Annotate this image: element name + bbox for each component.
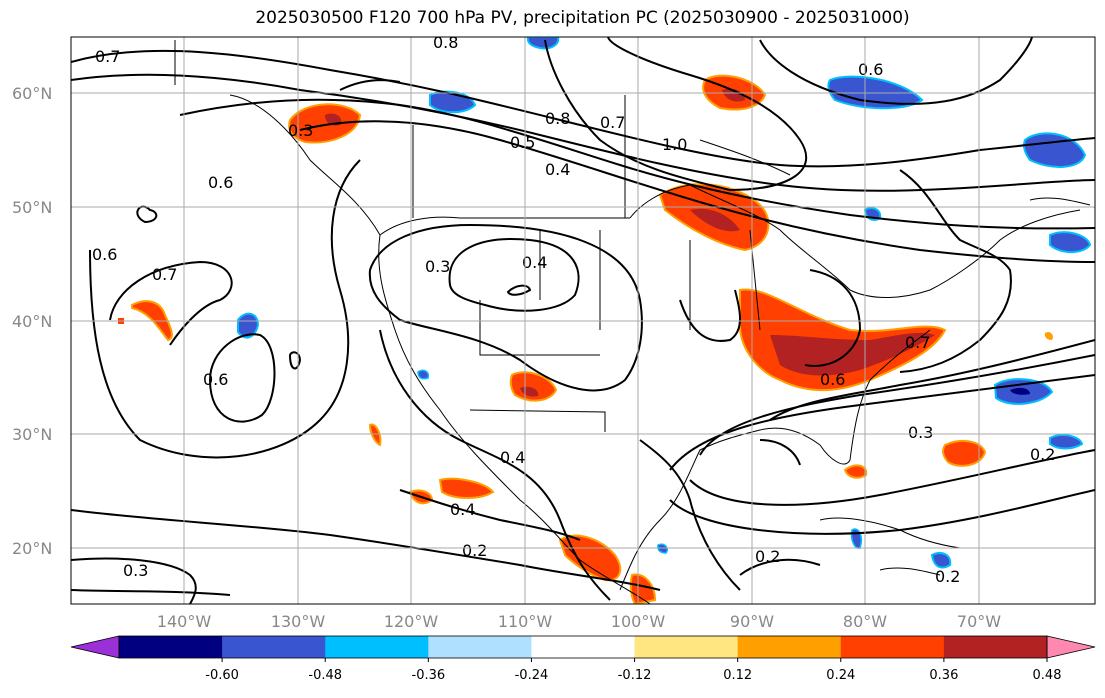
- contour-label: 0.4: [450, 500, 475, 519]
- colorbar-tick-label: -0.48: [308, 668, 342, 683]
- contour-label: 0.7: [95, 47, 120, 66]
- contour-label: 0.4: [522, 253, 547, 272]
- lat-label-50: 50°N: [12, 198, 52, 217]
- contour-label: 0.7: [905, 333, 930, 352]
- lon-label-140w: 140°W: [157, 612, 212, 631]
- colorbar-tick-label: 0.24: [826, 668, 855, 683]
- gridlines: [71, 37, 1095, 604]
- lon-label-120w: 120°W: [384, 612, 439, 631]
- colorbar-segment: [428, 636, 532, 658]
- longitude-labels: 140°W 130°W 120°W 110°W 100°W 90°W 80°W …: [157, 612, 1001, 631]
- contour-label: 0.6: [820, 370, 845, 389]
- contour-label: 0.3: [908, 423, 933, 442]
- contour-label: 0.8: [545, 109, 570, 128]
- colorbar-tick-label: 0.48: [1033, 668, 1062, 683]
- lon-label-100w: 100°W: [611, 612, 666, 631]
- lon-label-80w: 80°W: [843, 612, 887, 631]
- colorbar-segment: [325, 636, 429, 658]
- contour-label: 0.5: [510, 133, 535, 152]
- colorbar-extend-low: [70, 635, 120, 659]
- lat-label-20: 20°N: [12, 539, 52, 558]
- colorbar-segment: [737, 636, 842, 658]
- map-title: 2025030500 F120 700 hPa PV, precipitatio…: [255, 8, 910, 28]
- precip-positive-shading: [118, 74, 1053, 604]
- contour-label: 0.2: [935, 567, 960, 586]
- lat-label-30: 30°N: [12, 425, 52, 444]
- contour-label: 0.6: [208, 173, 233, 192]
- colorbar-segment: [943, 636, 1048, 658]
- contour-label: 0.4: [545, 160, 570, 179]
- contour-label: 0.2: [755, 547, 780, 566]
- colorbar-tick-label: -0.36: [412, 668, 446, 683]
- latitude-labels: 60°N 50°N 40°N 30°N 20°N: [12, 84, 52, 558]
- map-plot-area: 0.7 0.8 0.3 0.6 0.6 0.7 0.6 0.3 0.4 0.5 …: [71, 33, 1095, 604]
- contour-labels: 0.7 0.8 0.3 0.6 0.6 0.7 0.6 0.3 0.4 0.5 …: [92, 33, 1055, 586]
- contour-label: 0.7: [152, 265, 177, 284]
- colorbar-extend-high: [1046, 635, 1096, 659]
- contour-label: 0.8: [433, 33, 458, 52]
- colorbar-tick-label: 0.12: [723, 668, 752, 683]
- colorbar-segment: [634, 636, 739, 658]
- contour-label: 0.3: [425, 257, 450, 276]
- contour-label: 0.2: [462, 541, 487, 560]
- lat-label-40: 40°N: [12, 312, 52, 331]
- coastlines-and-borders: [174, 40, 1091, 604]
- map-frame: [70, 36, 1096, 605]
- lon-label-130w: 130°W: [271, 612, 326, 631]
- contour-label: 0.2: [1030, 445, 1055, 464]
- colorbar-frame: [118, 635, 1048, 659]
- colorbar-tick-label: -0.12: [618, 668, 652, 683]
- colorbar-segment: [840, 636, 945, 658]
- lon-label-90w: 90°W: [730, 612, 774, 631]
- contour-label: 0.7: [600, 113, 625, 132]
- lat-label-60: 60°N: [12, 84, 52, 103]
- colorbar-segment: [222, 636, 326, 658]
- colorbar-tick-label: -0.24: [515, 668, 549, 683]
- lon-label-70w: 70°W: [957, 612, 1001, 631]
- contour-label: 0.3: [123, 561, 148, 580]
- contour-label: 0.3: [288, 121, 313, 140]
- lon-label-110w: 110°W: [498, 612, 553, 631]
- contour-label: 0.4: [500, 448, 525, 467]
- colorbar-segment: [119, 636, 223, 658]
- colorbar-tick-label: -0.60: [205, 668, 239, 683]
- colorbar-segment: [531, 636, 636, 658]
- pv-contours: [71, 37, 1095, 604]
- colorbar-tick-label: 0.36: [929, 668, 958, 683]
- contour-label: 0.6: [203, 370, 228, 389]
- contour-label: 1.0: [662, 135, 687, 154]
- contour-label: 0.6: [858, 60, 883, 79]
- contour-label: 0.6: [92, 245, 117, 264]
- colorbar: -0.60 -0.48 -0.36 -0.24 -0.12 0.12 0.24 0.36 0.4…: [70, 635, 1096, 683]
